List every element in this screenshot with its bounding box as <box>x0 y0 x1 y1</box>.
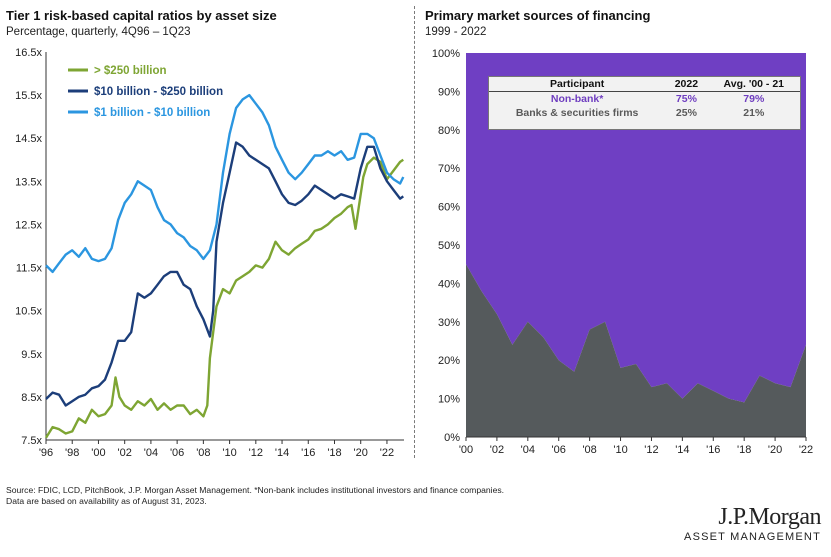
right-area-banks <box>466 264 806 437</box>
table-row-banks-label: Banks & securities firms <box>515 107 639 119</box>
left-series-line-2 <box>45 93 405 274</box>
right-x-tick-label: '18 <box>737 444 751 456</box>
right-x-tick-label: '04 <box>521 444 535 456</box>
right-y-tick-label: 80% <box>438 125 460 137</box>
left-legend-label-1: $10 billion - $250 billion <box>94 86 223 98</box>
panel-divider <box>414 6 415 458</box>
left-y-tick-label: 15.5x <box>15 90 42 102</box>
table-header-avg: Avg. '00 - 21 <box>707 77 800 92</box>
left-x-tick-label: '04 <box>144 447 158 459</box>
right-y-tick-label: 30% <box>438 317 460 329</box>
right-x-tick-label: '20 <box>768 444 782 456</box>
footnote-source: Source: FDIC, LCD, PitchBook, J.P. Morga… <box>6 485 505 495</box>
right-x-tick-label: '02 <box>490 444 504 456</box>
left-legend-label-2: $1 billion - $10 billion <box>94 107 210 119</box>
table-row-banks-2022: 25% <box>675 107 697 119</box>
left-x-tick-label: '06 <box>170 447 184 459</box>
left-x-tick-label: '08 <box>196 447 210 459</box>
footnote: Source: FDIC, LCD, PitchBook, J.P. Morga… <box>6 485 504 507</box>
left-x-tick-label: '18 <box>327 447 341 459</box>
right-x-tick-label: '00 <box>459 444 473 456</box>
right-y-tick-label: 40% <box>438 278 460 290</box>
footnote-date: Data are based on availability as of Aug… <box>6 496 207 506</box>
left-y-tick-label: 16.5x <box>15 47 42 59</box>
left-x-tick-label: '16 <box>301 447 315 459</box>
left-x-tick-label: '96 <box>39 447 53 459</box>
table-header-2022: 2022 <box>665 77 708 92</box>
right-y-tick-label: 60% <box>438 202 460 214</box>
left-x-tick-label: '12 <box>249 447 263 459</box>
financing-table: Participant 2022 Avg. '00 - 21 Non-bank*… <box>488 76 801 130</box>
left-y-tick-label: 7.5x <box>21 435 42 447</box>
logo-wordmark: J.P.Morgan <box>718 504 821 530</box>
left-y-tick-label: 14.5x <box>15 133 42 145</box>
left-legend-label-0: > $250 billion <box>94 65 167 77</box>
right-y-tick-label: 90% <box>438 86 460 98</box>
left-chart-subtitle: Percentage, quarterly, 4Q96 – 1Q23 <box>6 26 191 38</box>
left-y-tick-label: 9.5x <box>21 349 42 361</box>
right-x-tick-label: '06 <box>552 444 566 456</box>
right-x-tick-label: '22 <box>799 444 813 456</box>
left-x-tick-label: '00 <box>91 447 105 459</box>
left-series-line-0 <box>44 156 404 439</box>
right-x-tick-label: '08 <box>582 444 596 456</box>
right-chart-subtitle: 1999 - 2022 <box>425 26 487 38</box>
right-y-tick-label: 70% <box>438 163 460 175</box>
left-y-tick-label: 12.5x <box>15 219 42 231</box>
right-y-tick-label: 10% <box>438 394 460 406</box>
charts-canvas: 7.5x 8.5x 9.5x 10.5x 11.5x 12.5x 13.5x 14.5x 15.… <box>15 47 813 459</box>
right-area-nonbank <box>466 53 806 403</box>
left-series-line-1 <box>45 141 404 407</box>
right-y-tick-label: 100% <box>432 48 460 60</box>
left-x-tick-label: '20 <box>354 447 368 459</box>
left-y-tick-label: 10.5x <box>15 306 42 318</box>
left-x-tick-label: '14 <box>275 447 289 459</box>
table-row-banks-avg: 21% <box>743 107 765 119</box>
left-chart-title: Tier 1 risk-based capital ratios by asse… <box>6 8 277 23</box>
right-y-tick-label: 20% <box>438 355 460 367</box>
left-x-tick-label: '02 <box>118 447 132 459</box>
right-x-tick-label: '14 <box>675 444 689 456</box>
right-y-tick-label: 0% <box>444 432 460 444</box>
right-y-tick-label: 50% <box>438 240 460 252</box>
left-x-tick-label: '10 <box>222 447 236 459</box>
table-header-participant: Participant <box>489 77 666 92</box>
left-x-tick-label: '22 <box>380 447 394 459</box>
table-row-nonbank-label: Non-bank* <box>550 93 604 105</box>
left-x-tick-label: '98 <box>65 447 79 459</box>
logo-tagline: ASSET MANAGEMENT <box>684 531 821 543</box>
right-x-tick-label: '12 <box>644 444 658 456</box>
left-y-tick-label: 8.5x <box>21 392 42 404</box>
left-y-tick-label: 13.5x <box>15 176 42 188</box>
table-row-nonbank-2022: 75% <box>675 93 697 105</box>
table-row-nonbank-avg: 79% <box>743 93 765 105</box>
jpmorgan-logo: J.P.Morgan ASSET MANAGEMENT <box>684 505 821 543</box>
left-y-tick-label: 11.5x <box>16 263 43 275</box>
right-x-tick-label: '10 <box>613 444 627 456</box>
right-x-tick-label: '16 <box>706 444 720 456</box>
right-chart-title: Primary market sources of financing <box>425 8 651 23</box>
